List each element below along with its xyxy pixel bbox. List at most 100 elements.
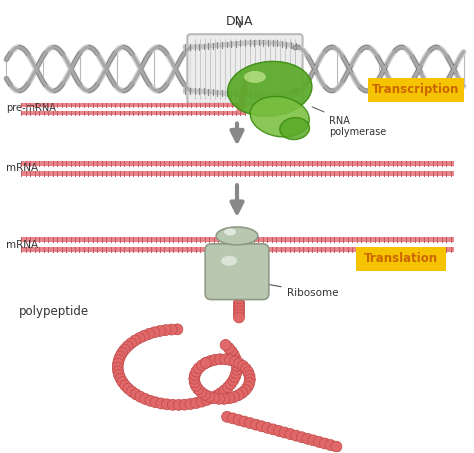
FancyBboxPatch shape [356,247,446,271]
Ellipse shape [221,256,237,266]
Circle shape [223,342,234,353]
Circle shape [319,438,330,449]
Text: Transcription: Transcription [372,83,460,96]
Circle shape [237,387,248,398]
Circle shape [244,378,255,389]
Circle shape [228,391,239,402]
Circle shape [220,339,231,351]
Circle shape [205,356,216,366]
Circle shape [331,441,342,452]
Circle shape [189,373,200,384]
Bar [21,247,454,252]
Circle shape [268,424,279,435]
Circle shape [172,324,183,335]
Circle shape [296,432,307,443]
Ellipse shape [250,96,310,137]
Circle shape [155,326,165,337]
Text: Translation: Translation [364,252,438,265]
Text: Ribosome: Ribosome [262,283,338,298]
Circle shape [225,355,236,366]
Circle shape [228,349,239,360]
Circle shape [114,370,125,381]
Circle shape [150,397,161,408]
Circle shape [201,357,211,368]
Circle shape [302,434,313,444]
Circle shape [122,341,133,352]
Circle shape [250,419,261,430]
Circle shape [211,390,222,401]
Circle shape [233,390,244,400]
Circle shape [244,370,255,381]
Circle shape [135,391,146,402]
Circle shape [191,398,201,409]
Circle shape [204,391,215,402]
Circle shape [130,389,141,400]
Circle shape [214,393,225,404]
Circle shape [115,351,126,362]
FancyBboxPatch shape [205,244,269,299]
Circle shape [189,377,200,388]
Circle shape [279,427,290,438]
Circle shape [117,376,128,388]
Circle shape [234,309,245,320]
Circle shape [138,330,149,341]
Circle shape [210,354,220,365]
Circle shape [215,388,226,399]
Circle shape [191,366,202,377]
Circle shape [201,357,211,368]
Circle shape [193,363,204,374]
Circle shape [220,354,231,365]
Circle shape [112,362,123,373]
Circle shape [140,394,151,405]
Circle shape [243,367,254,378]
Circle shape [222,382,233,393]
Circle shape [209,393,219,404]
Circle shape [167,400,178,410]
Circle shape [215,354,226,365]
Text: DNA: DNA [226,15,254,28]
Circle shape [156,398,167,409]
Circle shape [201,395,212,405]
Circle shape [325,439,336,451]
Bar [21,237,454,242]
Circle shape [144,328,155,339]
Circle shape [112,358,123,369]
Circle shape [228,375,238,386]
Circle shape [231,357,242,367]
Circle shape [222,411,233,422]
Circle shape [113,355,124,366]
Circle shape [234,358,245,369]
FancyBboxPatch shape [187,34,302,104]
Circle shape [127,386,137,397]
Circle shape [291,430,301,441]
Circle shape [314,437,325,448]
Circle shape [245,418,255,429]
Circle shape [273,425,284,436]
Circle shape [230,353,241,364]
Circle shape [120,380,131,391]
FancyBboxPatch shape [368,78,464,102]
Circle shape [196,360,207,371]
Circle shape [234,306,245,317]
Circle shape [219,393,229,405]
Circle shape [231,368,242,379]
Text: pre-mRNA: pre-mRNA [7,103,56,113]
Circle shape [191,381,201,391]
Circle shape [233,414,244,425]
Circle shape [129,335,140,346]
Circle shape [179,399,190,410]
Circle shape [149,327,160,338]
Circle shape [234,312,245,323]
Circle shape [126,338,137,349]
Circle shape [117,347,128,358]
Circle shape [231,364,242,375]
Circle shape [173,400,184,410]
Circle shape [285,429,296,439]
Circle shape [237,361,248,371]
Text: mRNA: mRNA [7,240,38,250]
Text: mRNA: mRNA [7,164,38,173]
Bar [21,161,454,166]
Circle shape [245,374,255,385]
Circle shape [190,370,201,381]
Bar [21,171,454,176]
